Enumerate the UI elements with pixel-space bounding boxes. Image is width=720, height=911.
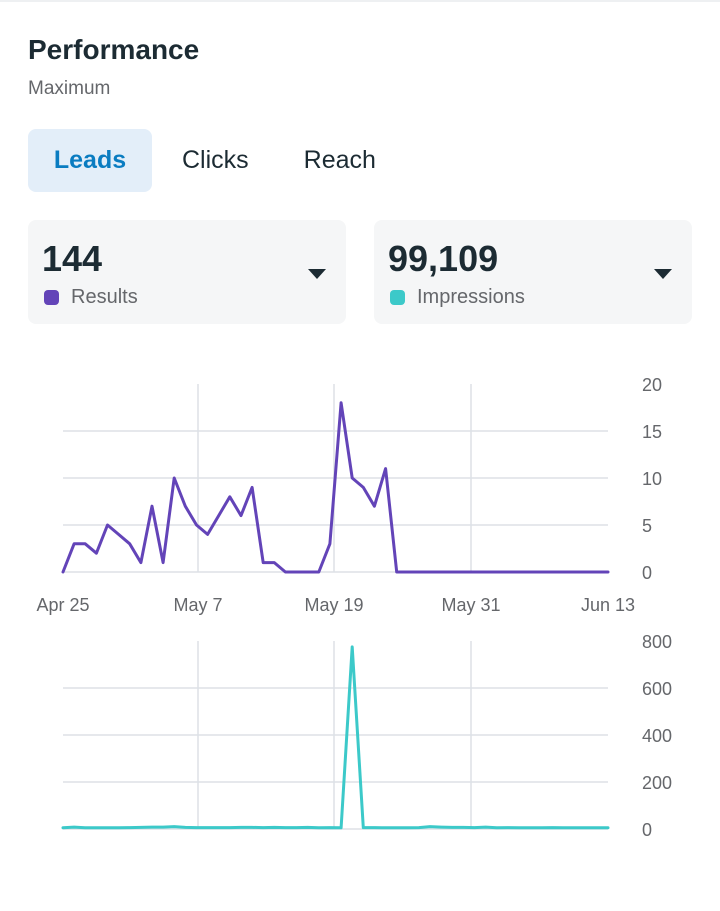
impressions-y-tick-label: 200 xyxy=(642,773,672,793)
tab-reach[interactable]: Reach xyxy=(303,146,376,174)
chevron-down-icon[interactable] xyxy=(308,269,326,279)
page-subtitle: Maximum xyxy=(28,78,111,99)
impressions-legend: Impressions xyxy=(390,286,525,309)
results-series-line xyxy=(61,401,610,574)
impressions-y-tick-label: 800 xyxy=(642,632,672,652)
results-legend: Results xyxy=(44,286,138,309)
impressions-y-tick-label: 400 xyxy=(642,726,672,746)
x-tick-label: Apr 25 xyxy=(36,595,89,615)
top-divider xyxy=(0,0,720,2)
chevron-down-icon[interactable] xyxy=(654,269,672,279)
tab-clicks[interactable]: Clicks xyxy=(182,146,249,174)
x-tick-label: Jun 13 xyxy=(581,595,635,615)
tab-leads[interactable]: Leads xyxy=(28,129,152,192)
impressions-y-tick-label: 600 xyxy=(642,679,672,699)
impressions-metric-card[interactable]: 99,109 Impressions xyxy=(374,220,692,324)
results-label: Results xyxy=(71,286,138,308)
impressions-label: Impressions xyxy=(417,286,525,308)
results-y-tick-label: 10 xyxy=(642,469,662,489)
metric-tabs: Leads Clicks Reach xyxy=(28,129,376,192)
results-value: 144 xyxy=(42,238,103,279)
results-y-tick-label: 5 xyxy=(642,516,652,536)
results-y-tick-label: 15 xyxy=(642,422,662,442)
page-title: Performance xyxy=(28,34,200,65)
impressions-y-tick-label: 0 xyxy=(642,820,652,840)
results-y-tick-label: 20 xyxy=(642,375,662,395)
results-metric-card[interactable]: 144 Results xyxy=(28,220,346,324)
impressions-series-line xyxy=(61,645,610,830)
impressions-value: 99,109 xyxy=(388,238,499,279)
x-tick-label: May 19 xyxy=(304,595,363,615)
impressions-color-swatch xyxy=(390,290,405,305)
results-y-tick-label: 0 xyxy=(642,563,652,583)
x-tick-label: May 31 xyxy=(441,595,500,615)
results-color-swatch xyxy=(44,290,59,305)
x-tick-label: May 7 xyxy=(173,595,222,615)
